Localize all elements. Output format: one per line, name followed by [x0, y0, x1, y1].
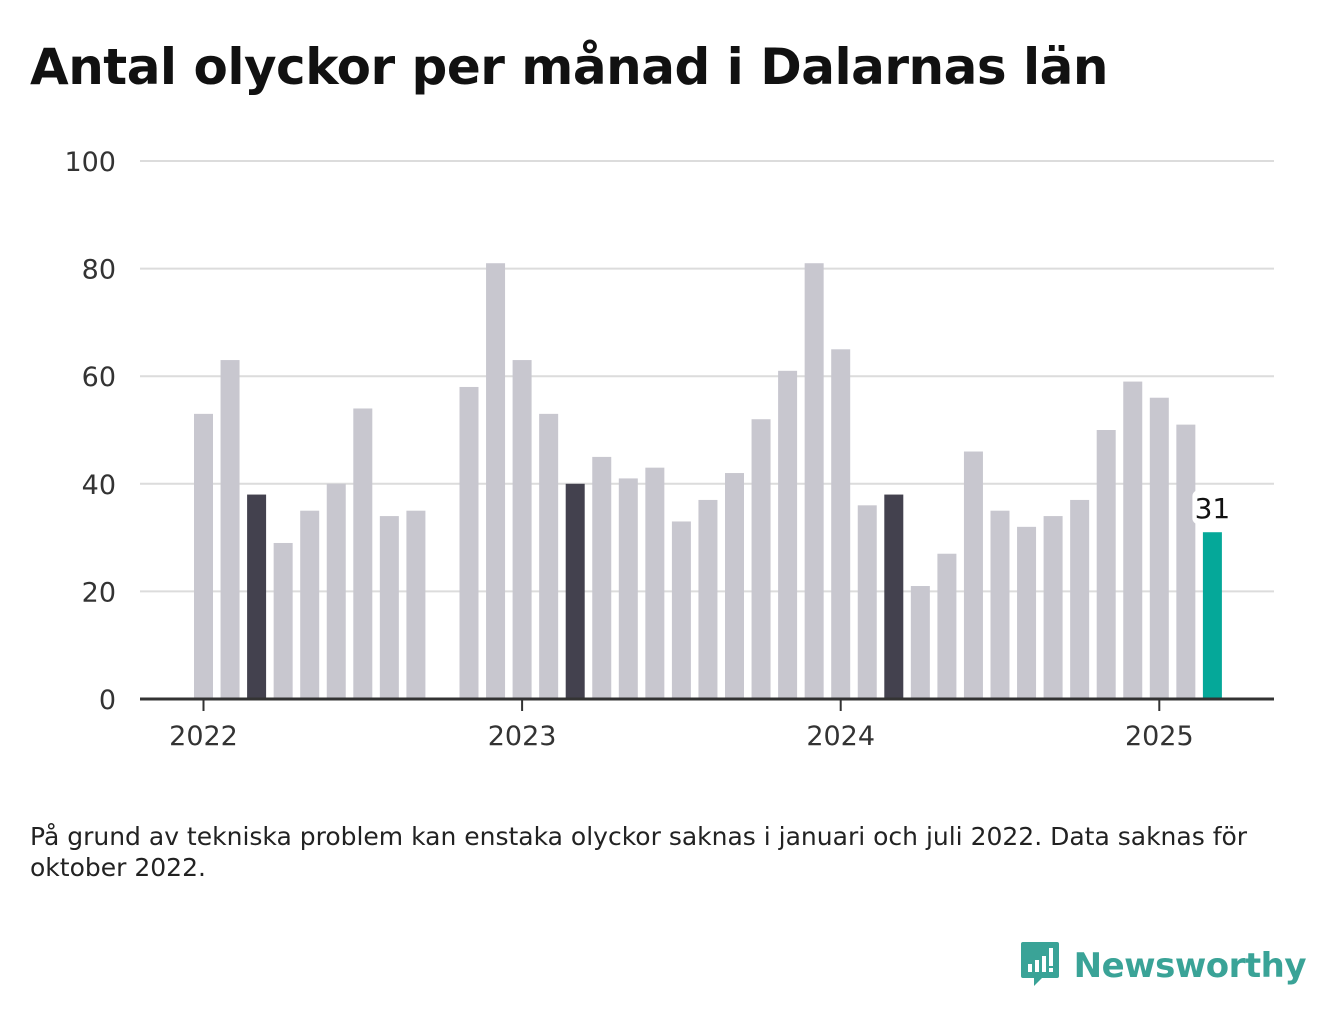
- x-axis-ticks: 2022 2023 2024 2025: [169, 699, 1194, 752]
- footnote: På grund av tekniska problem kan enstaka…: [30, 822, 1248, 882]
- bar[interactable]: [751, 419, 771, 699]
- bar[interactable]: [194, 413, 213, 699]
- y-tick-label: 80: [82, 255, 116, 286]
- bar[interactable]: [459, 386, 479, 699]
- bar[interactable]: [937, 553, 957, 699]
- bar[interactable]: [512, 360, 532, 699]
- x-tick-label: 2025: [1125, 721, 1194, 752]
- y-tick-label: 20: [82, 577, 116, 608]
- bar[interactable]: [910, 586, 930, 699]
- brand-logo[interactable]: Newsworthy: [1020, 940, 1307, 992]
- y-tick-label: 100: [64, 147, 116, 178]
- data-label-latest: 31: [1195, 492, 1231, 525]
- bar[interactable]: [831, 349, 851, 699]
- bar-chart: 0 20 40 60 80 100 2022 2023 2024 2025 31: [64, 147, 1274, 752]
- bar[interactable]: [1149, 397, 1169, 699]
- bar[interactable]: [671, 521, 691, 699]
- bar[interactable]: [300, 510, 320, 699]
- bar[interactable]: [804, 263, 824, 699]
- bar[interactable]: [1043, 516, 1063, 699]
- bar[interactable]: [857, 505, 877, 699]
- bar[interactable]: [1123, 381, 1143, 699]
- bar-highlighted[interactable]: [565, 483, 585, 699]
- bar[interactable]: [592, 456, 612, 699]
- bar[interactable]: [618, 478, 638, 699]
- bar-chart-speech-bubble-icon: [1020, 940, 1060, 992]
- bar[interactable]: [698, 499, 718, 699]
- y-tick-label: 0: [99, 685, 116, 716]
- y-tick-label: 60: [82, 362, 116, 393]
- bar[interactable]: [778, 370, 798, 699]
- page-title: Antal olyckor per månad i Dalarnas län: [30, 38, 1108, 96]
- x-tick-label: 2022: [169, 721, 238, 752]
- data-label-background: [1192, 490, 1233, 525]
- y-tick-label: 40: [82, 470, 116, 501]
- bar[interactable]: [486, 263, 506, 699]
- bar[interactable]: [1017, 526, 1037, 699]
- bar[interactable]: [379, 516, 399, 699]
- bar[interactable]: [725, 473, 744, 699]
- bar[interactable]: [406, 510, 426, 699]
- bar[interactable]: [1176, 424, 1196, 699]
- bars: [194, 263, 1222, 699]
- bar-latest[interactable]: [1202, 532, 1222, 699]
- x-tick-label: 2023: [488, 721, 557, 752]
- bar[interactable]: [539, 413, 559, 699]
- bar[interactable]: [963, 451, 983, 699]
- bar[interactable]: [220, 360, 240, 699]
- bar[interactable]: [645, 467, 665, 699]
- bar[interactable]: [1070, 499, 1090, 699]
- bar[interactable]: [326, 483, 346, 699]
- bar-highlighted[interactable]: [247, 494, 267, 699]
- bar[interactable]: [990, 510, 1010, 699]
- y-axis-ticks: 0 20 40 60 80 100: [64, 147, 116, 716]
- data-labels: 31: [1192, 490, 1233, 525]
- bar[interactable]: [353, 408, 373, 699]
- x-tick-label: 2024: [806, 721, 875, 752]
- bar[interactable]: [1096, 430, 1116, 699]
- brand-name: Newsworthy: [1073, 946, 1307, 986]
- bar-highlighted[interactable]: [884, 494, 904, 699]
- bar[interactable]: [273, 542, 293, 699]
